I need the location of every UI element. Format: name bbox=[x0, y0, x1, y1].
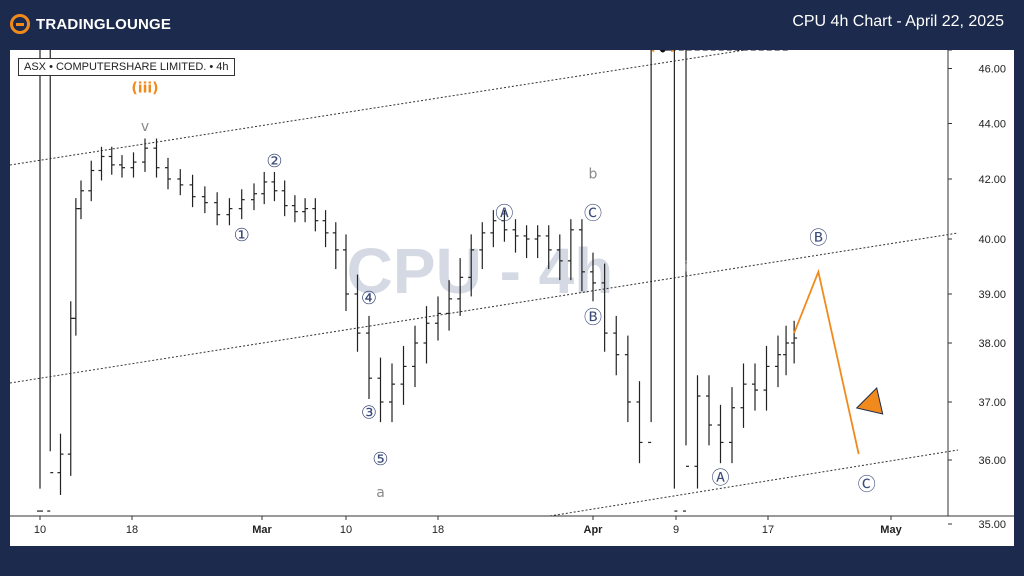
y-tick-label: 36.00 bbox=[978, 455, 1006, 467]
y-tick-label: 34.00 bbox=[978, 50, 1006, 53]
header: TRADINGLOUNGE CPU 4h Chart - April 22, 2… bbox=[0, 0, 1024, 48]
channel-line-3 bbox=[549, 449, 959, 517]
brand-logo[interactable]: TRADINGLOUNGE bbox=[10, 12, 171, 36]
wave-label: b bbox=[589, 166, 598, 182]
wave-label: Ⓐ bbox=[712, 468, 730, 489]
wave-label: ⑤ bbox=[372, 449, 388, 470]
y-tick-label: 44.00 bbox=[978, 119, 1006, 131]
y-tick-label: 37.00 bbox=[978, 397, 1006, 409]
y-tick-label: 46.00 bbox=[978, 64, 1006, 76]
x-tick-label: 17 bbox=[762, 524, 774, 536]
wave-label: ② bbox=[266, 151, 282, 172]
y-tick-label: 32.10 bbox=[978, 50, 1006, 53]
wave-label: (iii) bbox=[131, 80, 158, 96]
wave-label: Ⓑ bbox=[809, 228, 827, 249]
price-level-label: 33.13 bbox=[794, 50, 822, 53]
wave-label: ① bbox=[234, 225, 250, 246]
watermark: CPU - 4h bbox=[347, 235, 614, 307]
price-chart[interactable]: CPU - 4h 46.00 44.00 42.00 40.00 39.00 38.00 37… bbox=[10, 50, 1014, 546]
x-tick-label: 9 bbox=[673, 524, 679, 536]
wave-label: i bbox=[684, 259, 688, 275]
x-tick-label: Mar bbox=[252, 524, 272, 536]
y-tick-label: 40.00 bbox=[978, 234, 1006, 246]
price-level-dot bbox=[660, 50, 666, 53]
x-tick-label: Apr bbox=[584, 524, 604, 536]
chart-area[interactable]: CPU - 4h 46.00 44.00 42.00 40.00 39.00 38.00 37… bbox=[10, 50, 1014, 546]
y-tick-label: 42.00 bbox=[978, 174, 1006, 186]
wave-label: c bbox=[659, 50, 667, 54]
projection-path bbox=[793, 268, 860, 455]
y-tick-label: 39.00 bbox=[978, 289, 1006, 301]
logo-text: TRADINGLOUNGE bbox=[36, 15, 172, 33]
wave-label: Ⓐ bbox=[495, 204, 513, 225]
wave-label: ii bbox=[863, 50, 871, 54]
wave-label: Ⓑ bbox=[584, 307, 602, 328]
y-tick-label: 38.00 bbox=[978, 338, 1006, 350]
x-tick-label: 10 bbox=[34, 524, 46, 536]
instrument-label: ASX • COMPUTERSHARE LIMITED. • 4h bbox=[18, 58, 235, 76]
x-tick-label: 10 bbox=[340, 524, 352, 536]
y-tick-label: 35.00 bbox=[978, 519, 1006, 531]
wave-label: Ⓒ bbox=[584, 204, 602, 225]
wave-label: (iv) bbox=[649, 50, 676, 54]
chart-title: CPU 4h Chart - April 22, 2025 bbox=[792, 13, 1004, 30]
x-tick-label: May bbox=[880, 524, 902, 536]
wave-label: a bbox=[376, 485, 385, 501]
wave-label: ③ bbox=[361, 402, 377, 423]
x-tick-label: 18 bbox=[432, 524, 444, 536]
x-tick-label: 18 bbox=[126, 524, 138, 536]
wave-label: ④ bbox=[361, 288, 377, 309]
wave-label: v bbox=[141, 119, 149, 135]
logo-icon bbox=[10, 14, 30, 34]
y-tick-label: 33.00 bbox=[978, 50, 1006, 53]
projection-arrow-icon bbox=[855, 387, 884, 415]
wave-label: Ⓒ bbox=[858, 474, 876, 495]
